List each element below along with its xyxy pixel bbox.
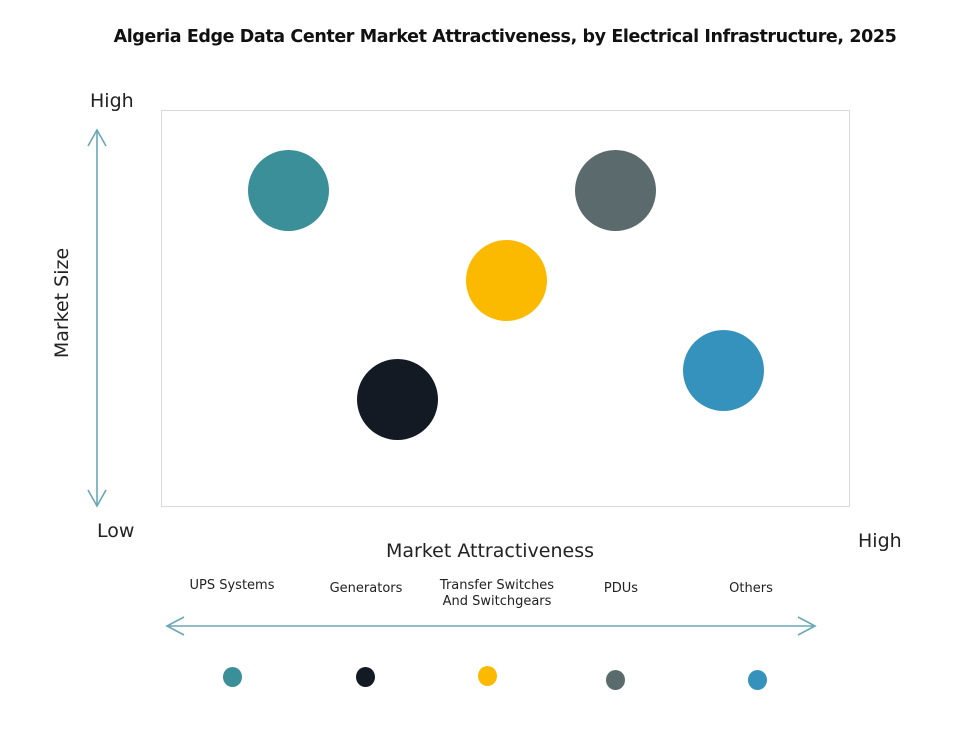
legend-label-transfer-switches: Transfer Switches And Switchgears bbox=[440, 578, 554, 610]
y-axis-low-label: Low bbox=[97, 520, 135, 542]
legend-label-ups-systems: UPS Systems bbox=[190, 578, 275, 594]
x-axis-double-arrow-icon bbox=[165, 616, 817, 636]
bubble-others[interactable] bbox=[683, 330, 764, 411]
x-axis-title: Market Attractiveness bbox=[386, 540, 595, 562]
bubble-generators[interactable] bbox=[357, 359, 438, 440]
legend-label-generators: Generators bbox=[330, 581, 403, 597]
legend-dot-pdus bbox=[606, 670, 625, 690]
legend-dot-others bbox=[748, 670, 767, 690]
chart-title: Algeria Edge Data Center Market Attracti… bbox=[113, 27, 897, 47]
legend-text: Transfer Switches bbox=[439, 578, 555, 593]
bubble-pdus[interactable] bbox=[575, 150, 656, 231]
bubble-transfer-switches[interactable] bbox=[466, 240, 547, 321]
y-axis-high-label: High bbox=[90, 90, 134, 112]
legend-text: Generators bbox=[329, 581, 403, 596]
legend-label-others: Others bbox=[729, 581, 773, 597]
legend-dot-generators bbox=[356, 667, 375, 687]
bubble-ups-systems[interactable] bbox=[248, 150, 329, 231]
legend-text: And Switchgears bbox=[442, 594, 552, 609]
y-axis-double-arrow-icon bbox=[87, 128, 107, 508]
legend-dot-ups-systems bbox=[223, 667, 242, 687]
x-axis-high-label: High bbox=[858, 530, 902, 552]
legend-text: PDUs bbox=[603, 581, 639, 596]
legend-text: Others bbox=[729, 581, 773, 596]
legend-dot-transfer-switches bbox=[478, 666, 497, 686]
plot-area bbox=[161, 110, 850, 507]
legend-text: UPS Systems bbox=[189, 578, 275, 593]
legend-label-pdus: PDUs bbox=[604, 581, 638, 597]
